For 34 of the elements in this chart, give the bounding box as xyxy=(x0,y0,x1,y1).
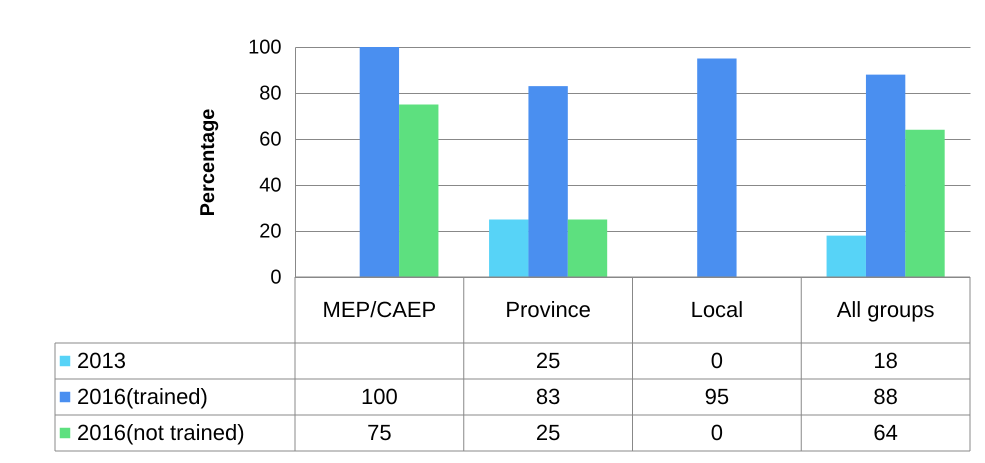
x-tick-label: Local xyxy=(690,297,744,322)
data-label: 83 xyxy=(536,384,560,409)
legend-label: 2016(trained) xyxy=(77,384,208,409)
x-tick-label: MEP/CAEP xyxy=(322,297,436,322)
y-tick-label: 100 xyxy=(248,36,282,58)
bar xyxy=(866,74,906,277)
y-tick-label: 80 xyxy=(259,82,282,104)
bar xyxy=(528,86,568,277)
data-label: 25 xyxy=(536,420,560,445)
bar xyxy=(399,104,438,277)
x-tick-label: All groups xyxy=(836,297,935,322)
bar xyxy=(489,220,528,277)
data-label: 0 xyxy=(710,348,723,373)
bar xyxy=(826,236,866,277)
legend-label: 2016(not trained) xyxy=(77,420,245,445)
y-axis-title: Percentage xyxy=(197,108,220,216)
data-label: 88 xyxy=(873,384,898,409)
data-label: 18 xyxy=(873,348,898,373)
bar xyxy=(568,220,608,277)
legend-label: 2013 xyxy=(77,348,126,373)
data-label: 64 xyxy=(873,420,898,445)
x-tick-label: Province xyxy=(505,297,591,322)
bar xyxy=(905,130,945,277)
data-label: 95 xyxy=(704,384,730,409)
data-label: 25 xyxy=(536,348,560,373)
y-tick-label: 60 xyxy=(259,128,282,150)
y-tick-label: 40 xyxy=(259,174,282,196)
bar xyxy=(697,58,737,277)
y-tick-label: 0 xyxy=(270,266,282,288)
bar xyxy=(360,47,400,277)
data-label: 100 xyxy=(361,384,398,409)
data-label: 0 xyxy=(710,420,723,445)
data-label: 75 xyxy=(367,420,392,445)
y-tick-label: 20 xyxy=(259,220,282,242)
